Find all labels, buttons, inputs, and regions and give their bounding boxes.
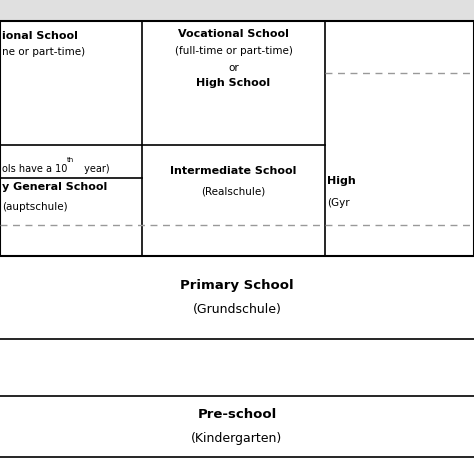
Text: (Kindergarten): (Kindergarten)	[191, 432, 283, 445]
Text: or: or	[228, 63, 239, 73]
Text: Primary School: Primary School	[180, 279, 294, 292]
Text: High School: High School	[196, 78, 271, 88]
Text: Pre-school: Pre-school	[197, 408, 277, 421]
Text: Vocational School: Vocational School	[178, 29, 289, 39]
Text: (Gyr: (Gyr	[327, 198, 350, 208]
Text: High: High	[327, 176, 356, 186]
Text: Intermediate School: Intermediate School	[170, 165, 297, 176]
Bar	[0, 0, 474, 21]
Text: (Grundschule): (Grundschule)	[192, 303, 282, 316]
Text: ional School: ional School	[2, 31, 78, 41]
Text: ne or part-time): ne or part-time)	[2, 47, 85, 57]
Text: (full-time or part-time): (full-time or part-time)	[174, 46, 292, 56]
Text: th: th	[66, 157, 73, 164]
Text: year): year)	[81, 164, 109, 173]
Text: (Realschule): (Realschule)	[201, 187, 265, 197]
Bar	[0, 21, 474, 256]
Text: ols have a 10: ols have a 10	[2, 164, 68, 173]
Text: y General School: y General School	[2, 182, 108, 192]
Text: (auptschule): (auptschule)	[2, 202, 68, 212]
